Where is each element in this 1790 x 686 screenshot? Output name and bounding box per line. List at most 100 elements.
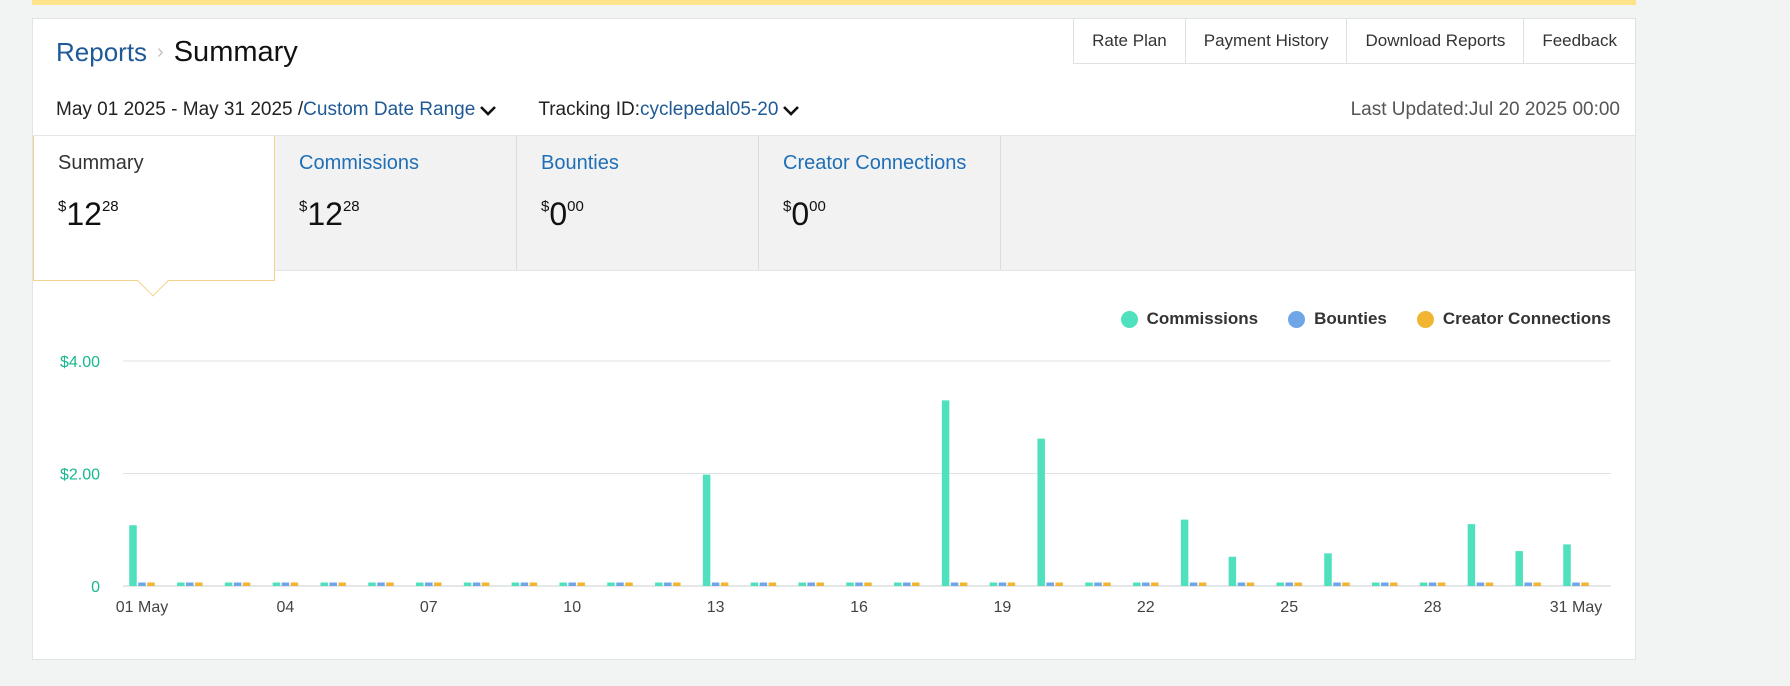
filters-bar: May 01 2025 - May 31 2025 / Custom Date … bbox=[56, 95, 801, 125]
chart-bar bbox=[434, 582, 442, 586]
chart-bar bbox=[1285, 582, 1293, 586]
chart-bar bbox=[1198, 582, 1207, 586]
chart-bar bbox=[1094, 582, 1102, 586]
chart-bar bbox=[1524, 582, 1532, 586]
tab-summary[interactable]: Summary $1228 bbox=[33, 136, 275, 297]
chart-bar bbox=[941, 400, 950, 586]
chart-bar bbox=[1246, 582, 1255, 586]
chart-bar bbox=[1055, 582, 1063, 586]
summary-tabs: Summary $1228 Commissions $1228 Bounties… bbox=[33, 135, 1635, 297]
chart-bar bbox=[559, 582, 567, 586]
tab-bounties[interactable]: Bounties $000 bbox=[517, 136, 759, 270]
chart-bar bbox=[1237, 582, 1246, 586]
legend-label: Commissions bbox=[1146, 309, 1259, 328]
chart-bar bbox=[702, 474, 711, 586]
payment-history-button[interactable]: Payment History bbox=[1184, 18, 1348, 64]
chart-bar bbox=[281, 582, 290, 586]
chart-bar bbox=[368, 582, 376, 586]
last-updated-text: Last Updated:Jul 20 2025 00:00 bbox=[1350, 99, 1620, 120]
download-reports-button[interactable]: Download Reports bbox=[1346, 18, 1525, 64]
chart-bar bbox=[138, 582, 146, 586]
chart-bar bbox=[386, 582, 394, 586]
rate-plan-button[interactable]: Rate Plan bbox=[1073, 18, 1186, 64]
chart-bar bbox=[568, 582, 576, 586]
legend-dot bbox=[1416, 310, 1434, 328]
chart-bar bbox=[511, 582, 520, 586]
x-tick-label: 07 bbox=[420, 599, 438, 616]
chart-bar bbox=[272, 582, 281, 586]
chart-bar bbox=[768, 582, 777, 586]
x-tick-label: 31 May bbox=[1550, 599, 1602, 616]
chart-bar bbox=[1151, 582, 1159, 586]
chart-bar bbox=[1085, 582, 1093, 586]
breadcrumb-reports-link[interactable]: Reports bbox=[56, 36, 148, 67]
chart-bar bbox=[607, 582, 615, 586]
chart-bar bbox=[950, 582, 959, 586]
page-title: Summary bbox=[173, 35, 298, 68]
chart-bar bbox=[224, 582, 233, 586]
tracking-id-dropdown[interactable]: cyclepedal05-20 bbox=[640, 99, 779, 120]
date-range-dropdown[interactable]: Custom Date Range bbox=[303, 99, 476, 120]
chart-bar bbox=[577, 582, 585, 586]
tab-creator-connections[interactable]: Creator Connections $000 bbox=[759, 136, 1001, 270]
x-tick-label: 28 bbox=[1424, 599, 1442, 616]
chart-bar bbox=[1428, 582, 1437, 586]
legend-label: Bounties bbox=[1314, 309, 1387, 328]
tab-label: Creator Connections bbox=[783, 152, 967, 174]
chart-bar bbox=[1485, 582, 1494, 586]
chart-bar bbox=[338, 582, 346, 586]
chart-bar bbox=[529, 582, 538, 586]
legend-label: Creator Connections bbox=[1442, 309, 1611, 328]
notification-strip bbox=[32, 0, 1636, 5]
chart-bar bbox=[1333, 582, 1341, 586]
x-tick-label: 16 bbox=[850, 599, 868, 616]
chart-bar bbox=[711, 582, 720, 586]
x-tick-label: 10 bbox=[563, 599, 581, 616]
chart-bar bbox=[1437, 582, 1446, 586]
chart-bar bbox=[1142, 582, 1150, 586]
chart-bar bbox=[655, 582, 663, 586]
chart-bar bbox=[616, 582, 624, 586]
legend-commissions[interactable]: Commissions bbox=[1120, 309, 1259, 329]
report-card: Reports › Summary Rate Plan Payment Hist… bbox=[32, 18, 1636, 660]
date-range-text: May 01 2025 - May 31 2025 / bbox=[56, 99, 304, 120]
earnings-bar-chart: 0 $2.00 $4.00 01 May 04 07 10 13 16 19 22 25 28 31 Ma… bbox=[60, 354, 1611, 616]
chevron-down-icon[interactable] bbox=[781, 104, 801, 118]
legend-bounties[interactable]: Bounties bbox=[1288, 309, 1387, 329]
chart-bar bbox=[1563, 544, 1571, 586]
chart-bar bbox=[1324, 553, 1332, 586]
chart-bar bbox=[1037, 438, 1045, 586]
chart-legend: Commissions Bounties Creator Connections bbox=[1091, 309, 1611, 329]
feedback-button[interactable]: Feedback bbox=[1523, 18, 1636, 64]
chart-bar bbox=[846, 582, 854, 586]
chart-bar bbox=[1419, 582, 1428, 586]
chart-bar bbox=[673, 582, 681, 586]
legend-creator-connections[interactable]: Creator Connections bbox=[1416, 309, 1611, 329]
chart-bar bbox=[855, 582, 863, 586]
chart-bar bbox=[129, 525, 137, 586]
chart-bar bbox=[147, 582, 155, 586]
chart-bar bbox=[759, 582, 768, 586]
chart-bar bbox=[1007, 582, 1016, 586]
y-tick-label: $4.00 bbox=[60, 354, 100, 371]
chart-bar bbox=[959, 582, 968, 586]
breadcrumb-separator: › bbox=[157, 40, 164, 63]
chart-bar bbox=[1133, 582, 1141, 586]
y-tick-label: 0 bbox=[91, 579, 100, 596]
chart-bar bbox=[329, 582, 337, 586]
chart-bar bbox=[998, 582, 1007, 586]
x-tick-label: 19 bbox=[994, 599, 1012, 616]
chart-bar bbox=[1515, 551, 1523, 586]
tab-commissions[interactable]: Commissions $1228 bbox=[275, 136, 517, 270]
chart-bar bbox=[1294, 582, 1302, 586]
chart-bar bbox=[1228, 556, 1237, 586]
chart-bar bbox=[798, 582, 806, 586]
chevron-down-icon[interactable] bbox=[478, 104, 498, 118]
chart-bar bbox=[233, 582, 242, 586]
chart-bar bbox=[1572, 582, 1580, 586]
chart-bar bbox=[377, 582, 385, 586]
chart-bar bbox=[416, 582, 424, 586]
chart-bar bbox=[1103, 582, 1111, 586]
y-tick-label: $2.00 bbox=[60, 467, 100, 484]
chart-bar bbox=[177, 582, 185, 586]
